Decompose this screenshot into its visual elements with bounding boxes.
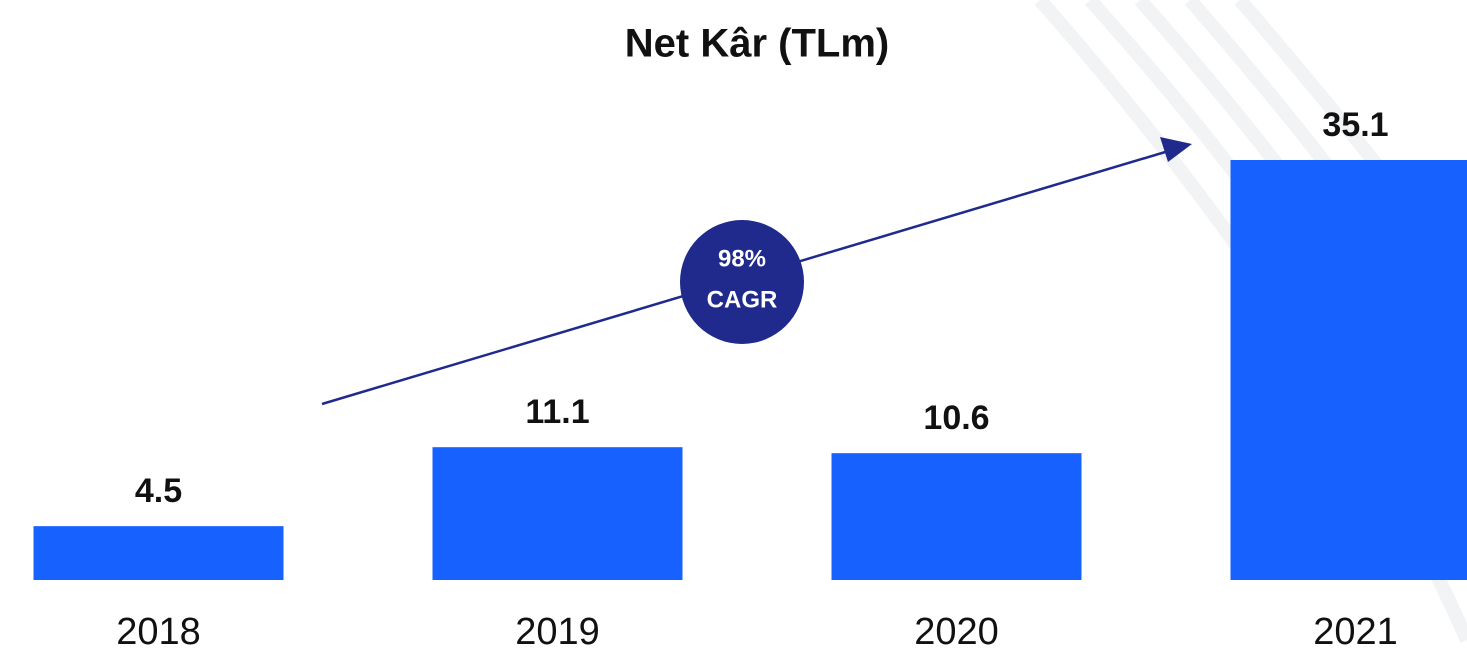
x-tick-label: 2021 [1313,611,1398,653]
value-label: 4.5 [135,472,182,510]
cagr-badge [680,220,804,344]
bar [1230,160,1467,580]
bar [432,447,683,580]
bar [831,453,1082,580]
value-label: 35.1 [1322,106,1388,144]
x-tick-label: 2018 [116,611,201,653]
arrow-head [1160,137,1192,162]
x-tick-label: 2019 [515,611,600,653]
value-label: 10.6 [923,399,989,437]
bar [33,526,284,580]
chart-title: Net Kâr (TLm) [625,22,889,66]
x-tick-label: 2020 [914,611,999,653]
cagr-label: CAGR [707,286,778,313]
value-label: 11.1 [525,393,589,431]
cagr-label: 98% [718,245,766,272]
